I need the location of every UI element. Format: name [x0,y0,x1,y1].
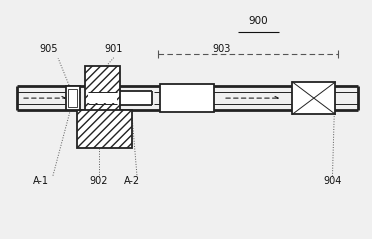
Bar [121,91,152,105]
Bar [85,66,121,130]
Bar [65,86,80,110]
Bar [68,89,77,107]
Bar [77,110,132,148]
Text: A-1: A-1 [33,176,49,186]
Text: 902: 902 [90,176,108,186]
Text: 900: 900 [248,16,268,26]
Text: A-2: A-2 [124,176,140,186]
Text: 903: 903 [212,44,230,54]
Bar [292,82,335,114]
Text: 905: 905 [40,44,58,54]
Text: 901: 901 [105,44,123,54]
Bar [160,84,214,112]
Text: 904: 904 [323,176,341,186]
Bar [88,93,118,103]
